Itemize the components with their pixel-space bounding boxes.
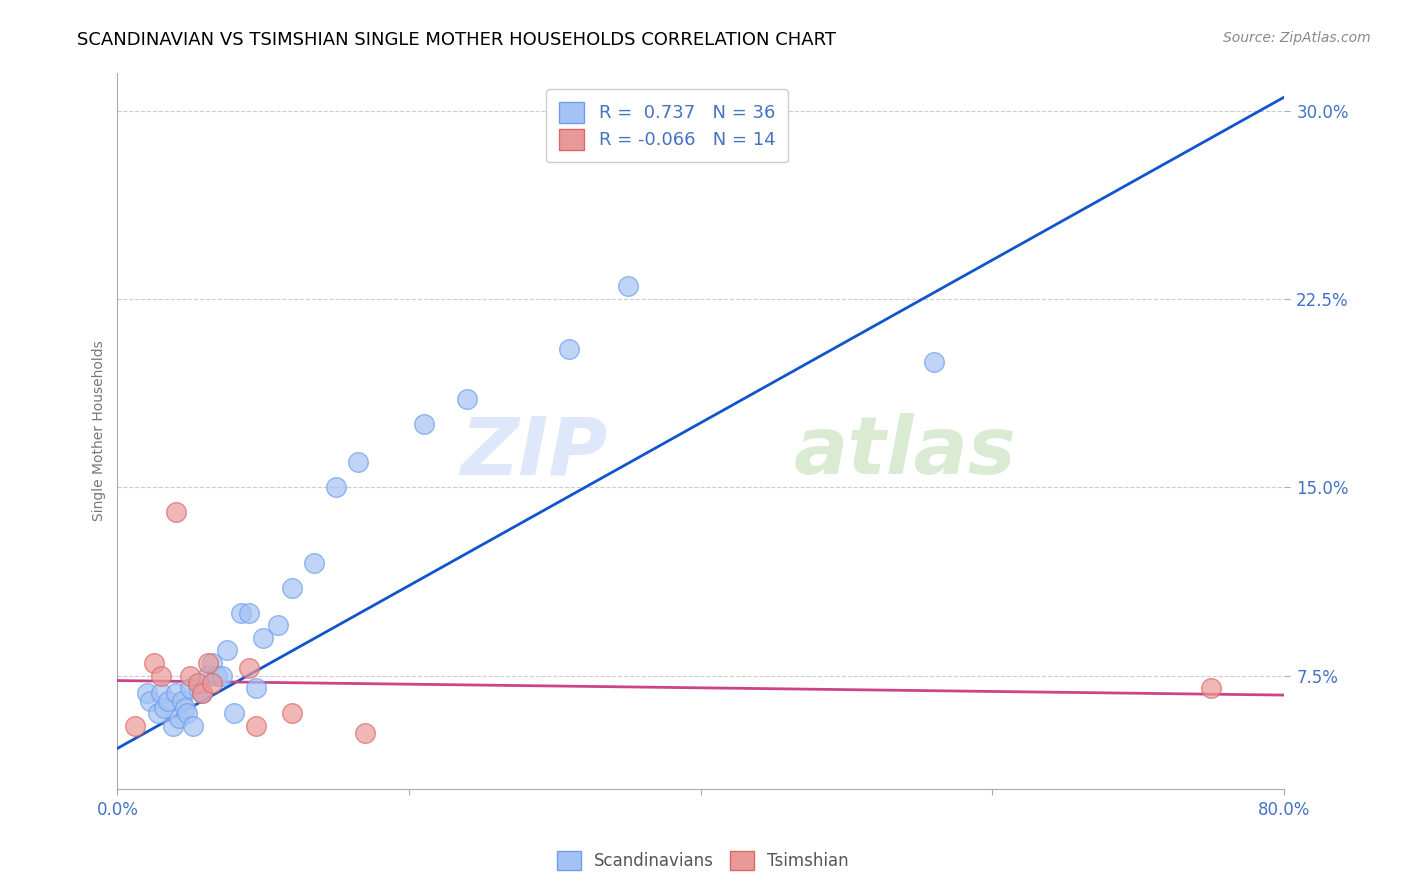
Point (150, 686, 173, 700)
Point (238, 661, 260, 675)
Point (165, 505, 187, 519)
Legend: R =  0.737   N = 36, R = -0.066   N = 14: R = 0.737 N = 36, R = -0.066 N = 14 (547, 89, 787, 162)
Point (201, 656, 224, 670)
Point (558, 342, 581, 356)
Point (215, 643, 238, 657)
Point (222, 706, 245, 721)
Point (153, 701, 176, 715)
Point (197, 656, 219, 670)
Text: atlas: atlas (794, 413, 1017, 491)
Point (304, 556, 326, 570)
Point (179, 668, 201, 682)
Text: SCANDINAVIAN VS TSIMSHIAN SINGLE MOTHER HOUSEHOLDS CORRELATION CHART: SCANDINAVIAN VS TSIMSHIAN SINGLE MOTHER … (77, 31, 837, 49)
Point (176, 706, 198, 721)
Point (412, 417, 434, 432)
Point (187, 681, 209, 695)
Point (252, 631, 274, 645)
Point (197, 668, 219, 682)
Legend: Scandinavians, Tsimshian: Scandinavians, Tsimshian (551, 844, 855, 877)
Point (179, 681, 201, 695)
Point (138, 693, 160, 707)
Point (165, 686, 187, 700)
Point (245, 681, 267, 695)
Point (167, 711, 190, 725)
Point (150, 668, 173, 682)
Point (354, 726, 377, 740)
Point (142, 656, 165, 670)
Point (124, 719, 146, 733)
Point (191, 686, 214, 700)
Point (191, 686, 214, 700)
Point (245, 719, 267, 733)
Point (157, 693, 180, 707)
Y-axis label: Single Mother Households: Single Mother Households (93, 341, 107, 521)
Point (1199, 681, 1222, 695)
Point (173, 701, 195, 715)
Point (170, 693, 193, 707)
Point (231, 606, 253, 620)
Point (281, 706, 304, 721)
Point (135, 686, 157, 700)
Point (347, 455, 370, 469)
Point (922, 355, 945, 369)
Point (456, 392, 478, 407)
Point (148, 706, 170, 721)
Point (201, 676, 224, 690)
Point (616, 279, 638, 293)
Text: ZIP: ZIP (460, 413, 607, 491)
Point (325, 480, 347, 494)
Point (181, 719, 204, 733)
Point (238, 606, 260, 620)
Text: Source: ZipAtlas.com: Source: ZipAtlas.com (1223, 31, 1371, 45)
Point (211, 668, 233, 682)
Point (267, 618, 290, 632)
Point (205, 668, 228, 682)
Point (187, 676, 209, 690)
Point (162, 719, 184, 733)
Point (281, 581, 304, 595)
